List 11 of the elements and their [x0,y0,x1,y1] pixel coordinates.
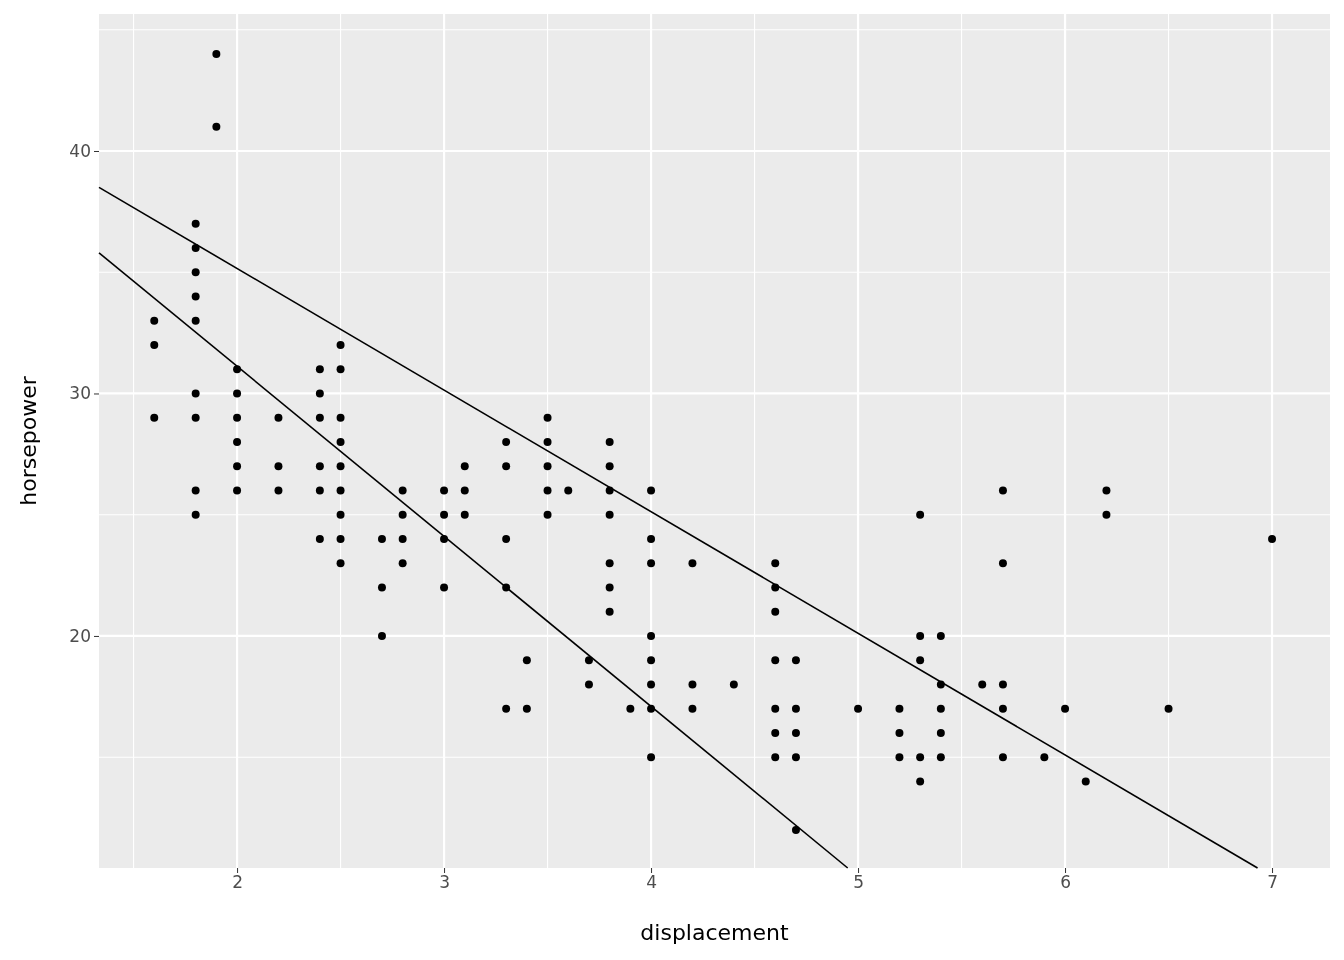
y-axis-title: horsepower [16,375,41,506]
y-tick-label: 30 [69,383,91,404]
y-tick-label: 40 [69,140,91,161]
x-tick-label: 7 [1267,872,1278,893]
x-axis-title: displacement [640,920,789,945]
x-tick-label: 6 [1060,872,1071,893]
x-tick-label: 2 [232,872,243,893]
x-tick-label: 3 [439,872,450,893]
x-tick-label: 5 [853,872,864,893]
y-tick-label: 20 [69,625,91,646]
x-tick-label: 4 [646,872,657,893]
